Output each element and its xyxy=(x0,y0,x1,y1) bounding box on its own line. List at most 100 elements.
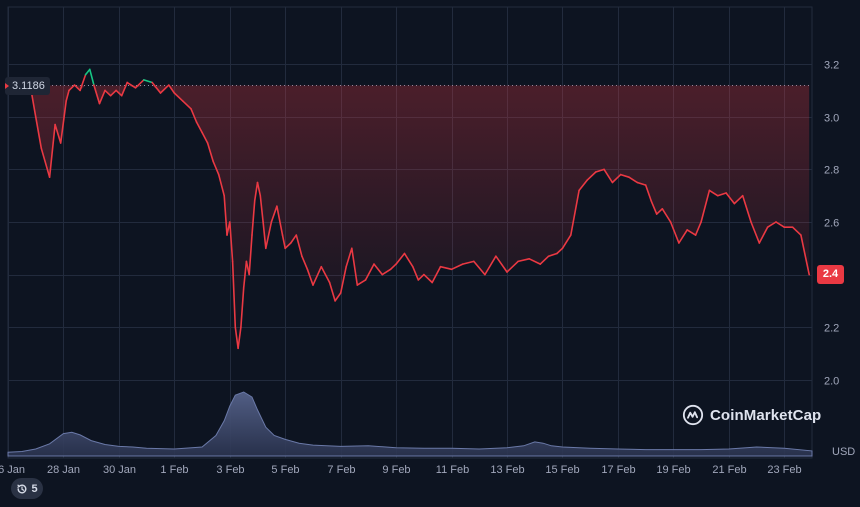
price-line-segment xyxy=(173,92,184,102)
price-line-segment xyxy=(578,179,589,192)
y-tick-label: 2.6 xyxy=(824,218,839,230)
price-line-segment xyxy=(84,68,91,76)
price-line-segment xyxy=(34,115,43,150)
price-line-segment xyxy=(603,168,614,184)
price-line-segment xyxy=(700,189,711,223)
price-line-segment xyxy=(561,234,572,250)
price-line-segment xyxy=(251,200,256,236)
watermark-text: CoinMarketCap xyxy=(710,406,822,424)
price-line-segment xyxy=(237,326,242,350)
price-line-segment xyxy=(93,84,101,105)
price-line-segment xyxy=(741,194,752,223)
price-line-segment xyxy=(248,234,253,276)
price-line-segment xyxy=(636,181,647,186)
price-line-segment xyxy=(264,221,273,250)
price-line-segment xyxy=(276,205,284,236)
price-line-segment xyxy=(431,265,442,284)
price-line-segment xyxy=(242,260,248,289)
x-tick-label: 28 Jan xyxy=(47,464,80,476)
price-line-segment xyxy=(373,263,384,276)
price-line-segment xyxy=(339,265,348,294)
price-line-segment xyxy=(364,263,375,281)
x-tick-label: 17 Feb xyxy=(601,464,635,476)
price-line-segment xyxy=(517,257,531,263)
price-line-segment xyxy=(306,268,314,286)
price-line-segment xyxy=(54,123,62,144)
price-line-segment xyxy=(159,84,170,94)
price-line-segment xyxy=(594,168,605,173)
price-line-segment xyxy=(168,84,176,94)
price-line-segment xyxy=(725,192,736,205)
x-tick-label: 1 Feb xyxy=(160,464,188,476)
price-line-segment xyxy=(262,221,267,250)
price-line-segment xyxy=(234,326,239,350)
price-line-segment xyxy=(68,84,76,92)
price-line-segment xyxy=(206,142,214,163)
price-line-segment xyxy=(284,242,292,250)
x-tick-label: 19 Feb xyxy=(656,464,690,476)
price-line-segment xyxy=(411,265,420,281)
price-line-segment xyxy=(350,247,359,286)
price-line-segment xyxy=(528,257,542,265)
x-tick-label: 30 Jan xyxy=(103,464,136,476)
price-line-segment xyxy=(120,81,128,97)
price-line-segment xyxy=(800,234,811,276)
price-line-segment xyxy=(320,265,331,284)
x-tick-label: 26 Jan xyxy=(0,464,25,476)
price-line-segment xyxy=(312,265,323,286)
price-line-segment xyxy=(694,221,702,236)
price-line-segment xyxy=(240,286,245,329)
x-tick-label: 5 Feb xyxy=(271,464,299,476)
price-line-segment xyxy=(472,260,486,276)
price-line-segment xyxy=(253,181,259,202)
price-line-segment xyxy=(461,260,475,265)
current-price-badge: 2.4 xyxy=(817,265,844,284)
price-line-segment xyxy=(40,147,51,178)
y-tick-label: 2.0 xyxy=(824,376,839,388)
price-line-segment xyxy=(65,89,70,102)
price-line-segment xyxy=(791,226,802,236)
price-line-segment xyxy=(115,89,123,97)
x-tick-label: 23 Feb xyxy=(767,464,801,476)
price-line-segment xyxy=(669,221,680,244)
price-line-segment xyxy=(356,279,367,286)
y-tick-label: 3.2 xyxy=(824,60,839,72)
price-line-segment xyxy=(758,226,769,244)
price-line-segment xyxy=(270,205,278,223)
price-line-segment xyxy=(229,221,234,263)
x-tick-label: 11 Feb xyxy=(436,464,469,476)
coinmarketcap-watermark: CoinMarketCap xyxy=(682,403,821,427)
price-line-segment xyxy=(98,89,106,105)
price-line-segment xyxy=(59,100,67,144)
price-line-segment xyxy=(104,89,112,97)
price-line-segment xyxy=(389,263,397,271)
price-line-segment xyxy=(611,173,622,184)
x-tick-label: 13 Feb xyxy=(490,464,524,476)
price-line-segment xyxy=(586,171,597,181)
price-line-segment xyxy=(506,260,519,273)
price-line-segment xyxy=(495,255,508,273)
price-line-segment xyxy=(644,184,653,202)
price-line-segment xyxy=(439,265,453,271)
replay-button[interactable]: 5 xyxy=(11,478,43,499)
coinmarketcap-logo-icon xyxy=(682,404,704,426)
currency-label: USD xyxy=(832,446,855,458)
y-tick-label: 2.8 xyxy=(824,165,839,177)
price-line-segment xyxy=(289,234,298,244)
price-line-segment xyxy=(345,247,353,268)
price-line-segment xyxy=(151,81,162,94)
price-line-segment xyxy=(181,100,192,110)
price-line-segment xyxy=(190,108,198,123)
price-line-segment xyxy=(328,281,336,302)
price-line-segment xyxy=(212,160,220,176)
price-line-segment xyxy=(109,89,117,97)
price-line-segment xyxy=(73,84,81,92)
x-tick-label: 21 Feb xyxy=(712,464,746,476)
y-tick-label: 3.0 xyxy=(824,113,839,125)
price-line-segment xyxy=(716,192,727,197)
price-line-segment xyxy=(678,229,689,244)
price-line-segment xyxy=(775,221,786,228)
price-line-segment xyxy=(450,263,464,271)
